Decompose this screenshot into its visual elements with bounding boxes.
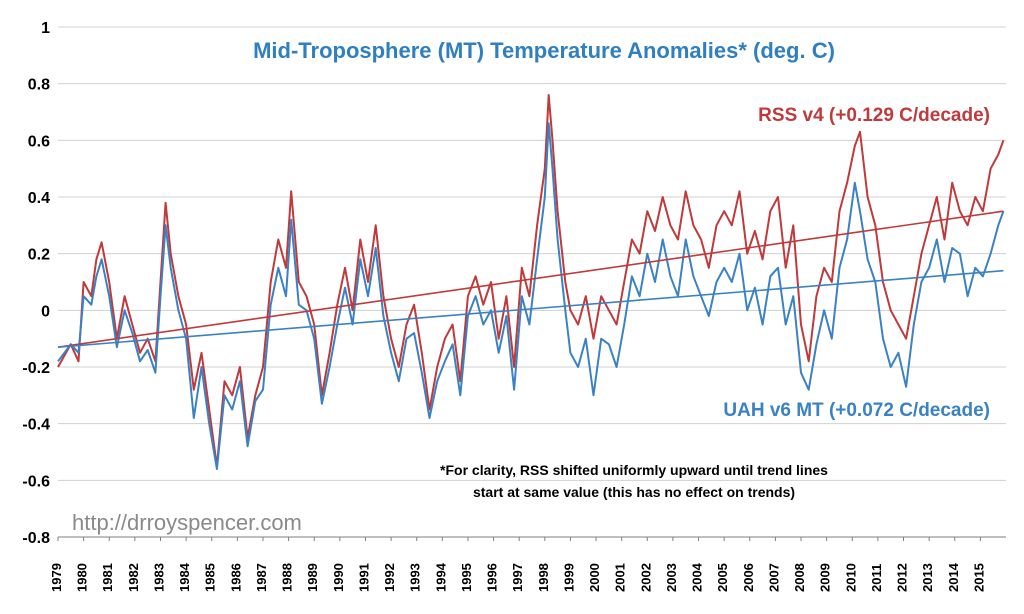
trend-line-uah-v6-mt [57, 269, 1004, 348]
series-line-uah-v6-mt [57, 122, 1005, 470]
y-tick-label: 0.2 [28, 247, 50, 264]
x-tick-label: 1981 [100, 563, 115, 592]
x-tick-label: 1996 [485, 563, 500, 592]
series-label-uah: UAH v6 MT (+0.072 C/decade) [723, 400, 990, 421]
y-tick-label: 0 [41, 303, 50, 320]
x-tick-label: 2006 [741, 563, 756, 592]
x-tick-label: 1993 [408, 563, 423, 592]
x-tick-label: 1987 [254, 563, 269, 592]
x-tick-label: 2015 [971, 563, 986, 592]
note-line-1: *For clarity, RSS shifted uniformly upwa… [440, 462, 828, 478]
x-tick-label: 2010 [843, 563, 858, 592]
series-label-rss: RSS v4 (+0.129 C/decade) [758, 105, 990, 126]
y-tick-label: 0.4 [28, 190, 50, 207]
y-axis-tick-labels: -0.8 -0.6 -0.4 -0.2 0 0.2 0.4 0.6 0.8 1 [22, 20, 50, 547]
watermark: http://drroyspencer.com [72, 510, 302, 535]
x-tick-label: 1985 [203, 563, 218, 592]
y-tick-label: -0.6 [22, 473, 50, 490]
x-tick-label: 2005 [715, 563, 730, 592]
y-tick-label: -0.4 [22, 417, 50, 434]
x-tick-label: 2009 [818, 563, 833, 592]
x-tick-label: 1983 [151, 563, 166, 592]
x-tick-label: 2001 [613, 563, 628, 592]
x-tick-label: 1979 [49, 563, 64, 592]
y-tick-label: 0.6 [28, 133, 50, 150]
x-tick-label: 2003 [664, 563, 679, 592]
series-line-rss-v4 [57, 94, 1005, 468]
trend-line-rss-v4 [57, 210, 1004, 348]
series-lines [57, 94, 1005, 470]
x-tick-label: 1994 [433, 562, 448, 592]
x-tick-label: 2013 [920, 563, 935, 592]
gridlines [58, 26, 1006, 481]
y-tick-label: 0.8 [28, 77, 50, 94]
x-tick-label: 1980 [75, 563, 90, 592]
x-tick-label: 2004 [690, 562, 705, 592]
x-tick-label: 1988 [280, 563, 295, 592]
chart-title: Mid-Troposphere (MT) Temperature Anomali… [253, 38, 835, 63]
y-tick-label: -0.8 [22, 530, 50, 547]
x-tick-label: 1989 [305, 563, 320, 592]
x-axis-tick-labels: 1979 1980 1981 1982 1983 1984 1985 1986 1987 1988… [49, 537, 986, 592]
y-tick-label: -0.2 [22, 360, 50, 377]
x-tick-label: 1997 [510, 563, 525, 592]
trend-lines [57, 210, 1004, 348]
x-tick-label: 2011 [869, 564, 884, 592]
y-tick-label: 1 [41, 20, 50, 37]
x-tick-label: 1995 [459, 563, 474, 592]
x-tick-label: 2000 [587, 563, 602, 592]
x-tick-label: 1991 [356, 563, 371, 592]
x-tick-label: 1998 [536, 563, 551, 592]
x-tick-label: 1986 [228, 563, 243, 592]
x-tick-label: 1992 [382, 563, 397, 592]
x-tick-label: 2007 [766, 563, 781, 592]
x-tick-label: 2002 [638, 563, 653, 592]
x-tick-label: 1982 [126, 563, 141, 592]
x-tick-label: 1990 [331, 563, 346, 592]
x-tick-label: 1984 [177, 562, 192, 592]
x-tick-label: 2014 [946, 562, 961, 592]
x-tick-label: 2008 [792, 563, 807, 592]
note-line-2: start at same value (this has no effect … [473, 484, 795, 500]
x-tick-label: 2012 [895, 563, 910, 592]
x-tick-label: 1999 [561, 563, 576, 592]
